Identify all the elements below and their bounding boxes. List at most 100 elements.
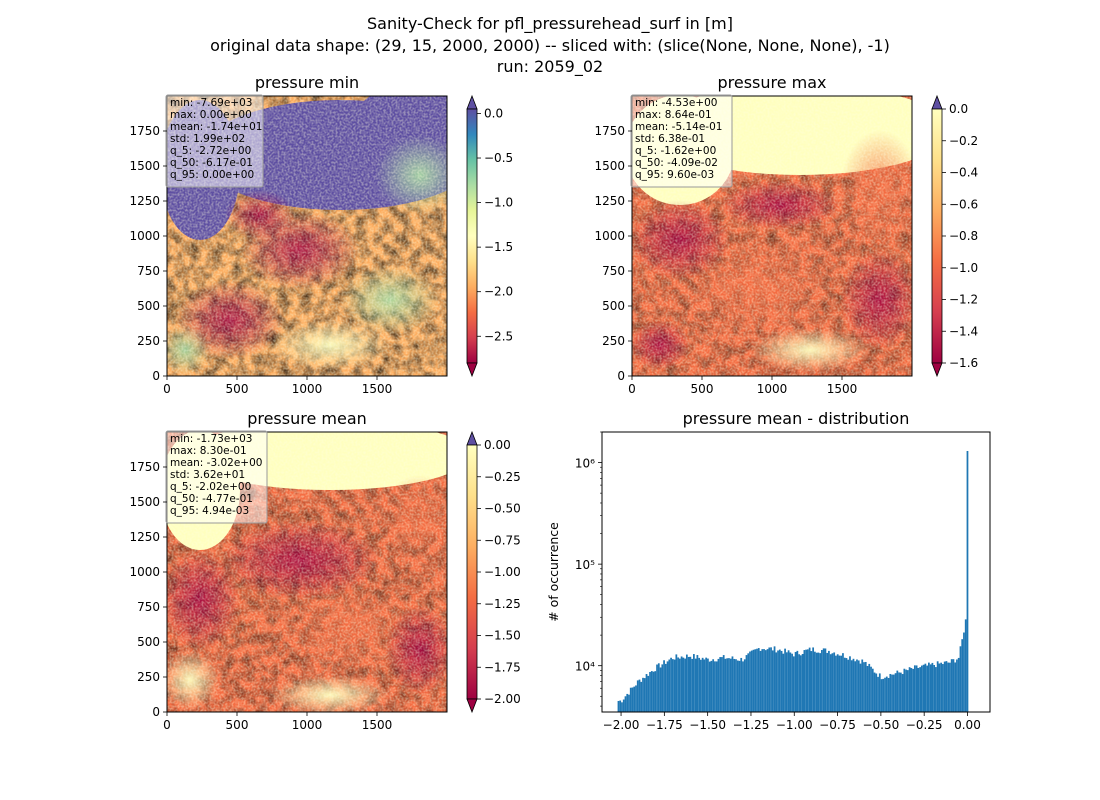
histogram-bar [714, 661, 716, 712]
histogram-bar [656, 664, 658, 712]
histogram-bar [942, 664, 944, 712]
histogram-bar [652, 671, 655, 712]
histogram-bar [935, 667, 937, 712]
colorbar-extend-bottom [466, 362, 478, 378]
x-tick-label: 1000 [757, 382, 788, 396]
histogram-bar [910, 668, 913, 712]
histogram-bar [643, 678, 646, 712]
stat-line: q_95: 0.00e+00 [170, 169, 254, 181]
y-tick-label: 0 [152, 705, 160, 719]
y-tick-label: 10⁶ [575, 457, 595, 471]
map-axes-c: 0 500 1000 1500 0 250 500 750 1000 1250 1500 1750 [129, 460, 392, 732]
histogram-bar [906, 670, 909, 712]
colorbar-tick-label: −1.75 [484, 660, 521, 674]
histogram-bar [814, 651, 816, 712]
histogram-bar [845, 658, 848, 712]
histogram-bar [717, 658, 720, 712]
histogram-bar [857, 660, 860, 712]
histogram-bar [768, 647, 771, 712]
y-tick-label: 10⁴ [575, 660, 595, 674]
histogram-bar [868, 663, 871, 712]
histogram-bar [861, 659, 864, 712]
stats-box-pressure-mean: min: -1.73e+03 max: 8.30e-01 mean: -3.02… [165, 430, 268, 524]
histogram-bar [759, 650, 762, 712]
y-tick-label: 1000 [594, 229, 625, 243]
histogram-bar [787, 650, 790, 712]
histogram-bar [920, 665, 923, 712]
panel-pressure-min: pressure min min: -7.69e+03 max: 0.00e+0… [129, 73, 513, 396]
histogram-bar [654, 671, 657, 712]
histogram-bar [922, 664, 925, 712]
histogram-bar [710, 660, 713, 712]
histogram-bar [675, 654, 678, 712]
histogram-bar [847, 659, 850, 712]
histogram-bar [903, 668, 906, 712]
histogram-bar [784, 648, 786, 712]
y-tick-label: 500 [602, 299, 625, 313]
colorbar-tick-label: −0.5 [484, 151, 513, 165]
histogram-bar [966, 451, 969, 712]
stat-line: min: -1.73e+03 [170, 433, 252, 445]
histogram-bar [715, 661, 718, 712]
histogram-bar [673, 659, 676, 712]
histogram-bar [649, 671, 651, 712]
histogram-bar [752, 649, 755, 712]
histogram-bar [945, 661, 948, 712]
histogram-bar [740, 657, 743, 712]
histogram-bar [931, 662, 934, 712]
histogram-bar [822, 648, 825, 712]
histogram-bar [747, 653, 750, 712]
histogram-bar [856, 659, 858, 712]
histogram-bar [843, 657, 846, 712]
suptitle-line-2: original data shape: (29, 15, 2000, 2000… [210, 36, 890, 55]
histogram-bar [773, 646, 776, 712]
stats-box-pressure-max: min: -4.53e+00 max: 8.64e-01 mean: -5.14… [630, 94, 733, 188]
histogram-bar [801, 653, 804, 712]
y-tick-label: 250 [602, 334, 625, 348]
histogram-bar [749, 651, 751, 712]
colorbar-tick-label: −1.4 [949, 324, 978, 338]
stat-line: mean: -3.02e+00 [170, 457, 262, 469]
histogram-bar [796, 650, 799, 712]
histogram-bar [700, 659, 702, 712]
histogram-bar [836, 654, 839, 712]
histogram-bar [764, 650, 767, 712]
colorbar-tick-label: −1.6 [949, 356, 978, 370]
histogram-bar [617, 700, 620, 712]
colorbar-tick-label: −1.50 [484, 629, 521, 643]
stat-line: q_50: -4.77e-01 [170, 493, 253, 505]
colorbar-tick-label: −0.4 [949, 166, 978, 180]
stat-line: mean: -5.14e-01 [635, 121, 722, 133]
histogram-bar [938, 663, 941, 712]
histogram-bar [831, 653, 834, 712]
x-tick-label: 500 [226, 382, 249, 396]
colorbar-tick-label: 0.00 [484, 438, 511, 452]
histogram-bar [956, 659, 958, 712]
y-tick-label: 1250 [129, 194, 160, 208]
histogram-bar [947, 662, 950, 712]
y-tick-label: 500 [137, 299, 160, 313]
histogram-bar [877, 676, 879, 712]
x-tick-label: 0 [163, 718, 171, 732]
histogram-bar [645, 674, 648, 712]
colorbar-tick-label: 0.0 [949, 102, 968, 116]
histogram-bar [696, 655, 699, 712]
histogram-bar [635, 685, 637, 712]
histogram-bar [917, 667, 920, 712]
histogram-bar [791, 653, 793, 712]
histogram-bar [664, 663, 667, 712]
histogram-bar [794, 651, 797, 712]
histogram-bar [726, 658, 729, 712]
histogram-bar [743, 659, 746, 712]
histogram-bar [964, 619, 967, 712]
histogram-bar [810, 651, 813, 712]
histogram-bar [806, 649, 809, 712]
histogram-bar [789, 652, 792, 712]
y-tick-label: 250 [137, 334, 160, 348]
histogram-bar [622, 699, 625, 712]
colorbar-tick-label: −0.75 [484, 533, 521, 547]
stat-line: max: 8.64e-01 [635, 109, 712, 121]
y-tick-label: 750 [137, 264, 160, 278]
histogram-bar [668, 659, 671, 712]
histogram-bar [766, 649, 769, 712]
